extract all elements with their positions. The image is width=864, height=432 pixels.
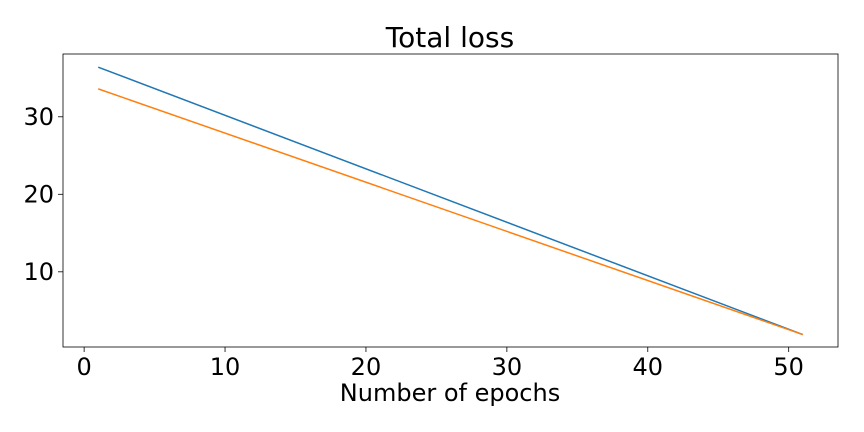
y-tick-label: 20 [23,180,54,208]
chart-title: Total loss [385,21,514,54]
y-tick-label: 30 [23,103,54,131]
x-axis: 0 10 20 30 40 50 [76,347,804,381]
series-line-1 [97,66,804,336]
plot-frame [62,53,839,348]
x-tick-label: 50 [773,353,804,381]
x-tick-label: 30 [492,353,523,381]
x-tick-label: 40 [632,353,663,381]
y-tick-label: 10 [23,258,54,286]
y-axis: 10 20 30 [23,103,63,286]
x-tick-label: 0 [76,353,91,381]
x-tick-label: 10 [210,353,241,381]
series-line-2 [97,88,804,336]
x-axis-label: Number of epochs [340,379,560,407]
x-tick-label: 20 [351,353,382,381]
series-layer [97,66,804,336]
